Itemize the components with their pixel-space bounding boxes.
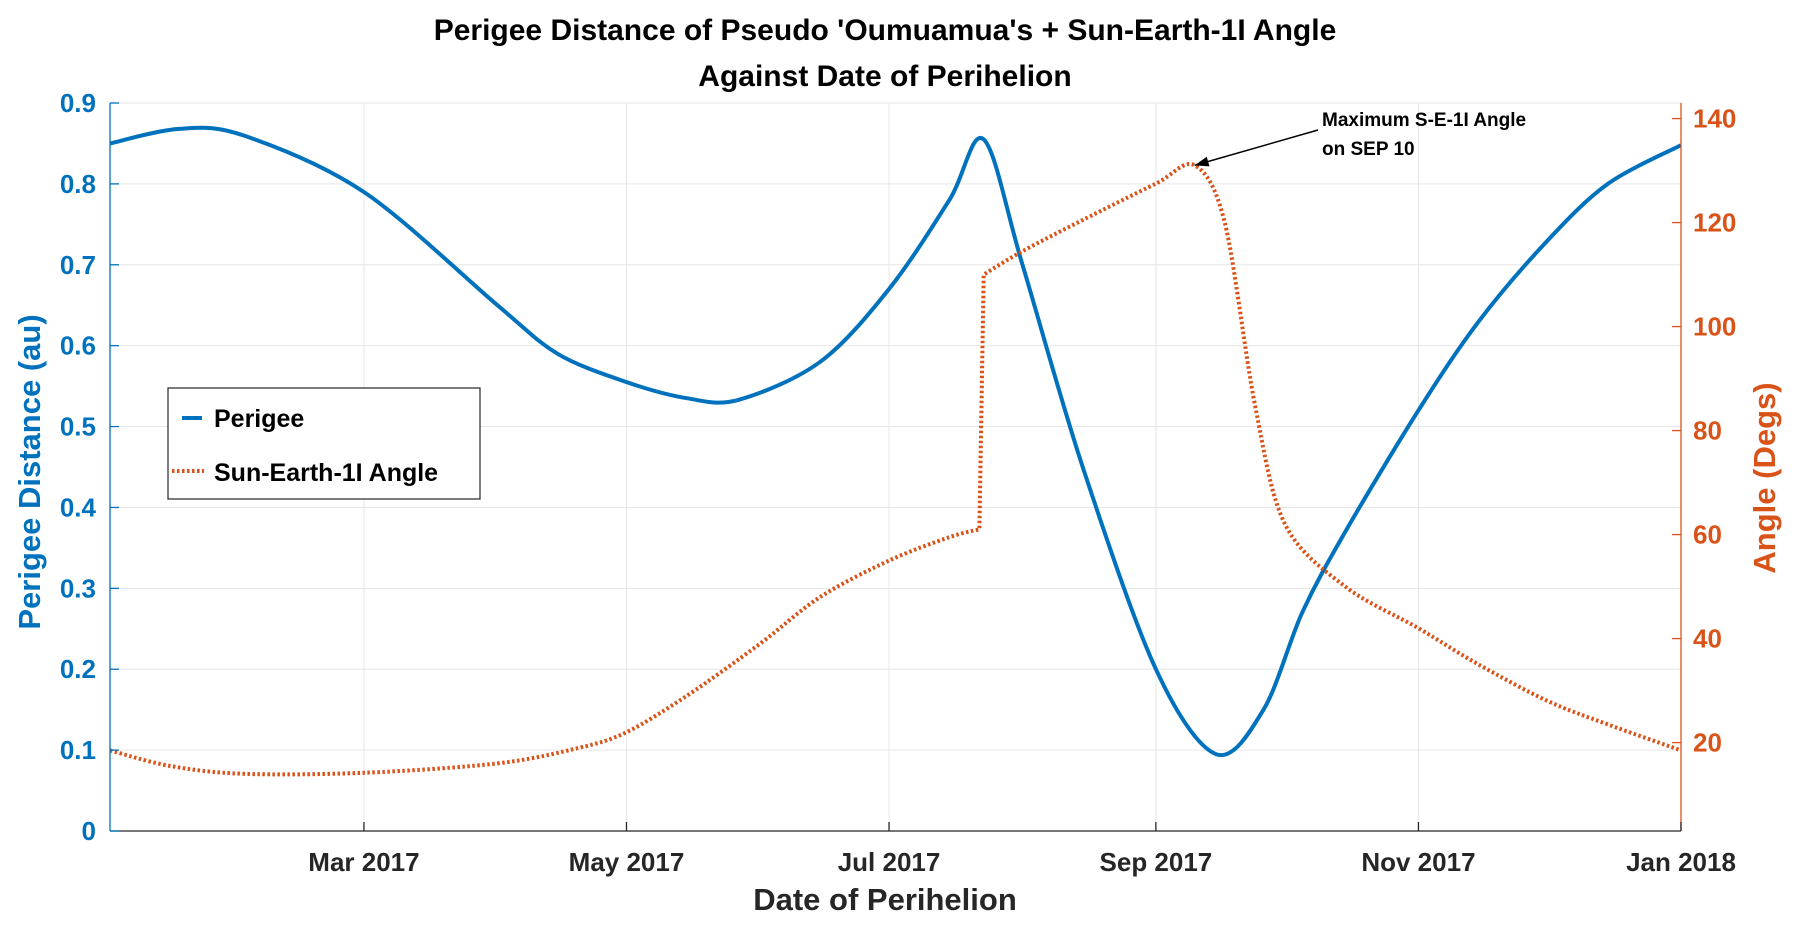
y-tick-left-label: 0.6	[60, 331, 96, 361]
y-tick-left-label: 0	[82, 816, 96, 846]
series-line-angle	[109, 162, 1682, 777]
annotation-text-line-1: Maximum S-E-1I Angle	[1322, 110, 1526, 131]
legend-label-perigee: Perigee	[214, 405, 304, 433]
y-tick-right-label: 40	[1693, 624, 1722, 654]
x-axis-label: Date of Perihelion	[753, 882, 1017, 917]
y-tick-left-label: 0.1	[60, 735, 96, 765]
y-tick-left-label: 0.5	[60, 412, 96, 442]
y-tick-right-label: 60	[1693, 520, 1722, 550]
tick-labels: 0 0.1 0.2 0.3 0.4 0.5 0.6 0.7 0.8 0.9 20 40 60 80 100 1…	[60, 88, 1737, 877]
annotation-arrow	[1194, 129, 1319, 167]
annotation-text-line-2: on SEP 10	[1322, 139, 1415, 160]
annotation: Maximum S-E-1I Angle on SEP 10	[1194, 110, 1526, 167]
y-tick-right-label: 20	[1693, 728, 1722, 758]
y-tick-right-label: 140	[1693, 104, 1736, 134]
legend: Perigee Sun-Earth-1I Angle	[167, 387, 481, 500]
y-axis-left-label: Perigee Distance (au)	[12, 314, 47, 629]
chart-title-line-1: Perigee Distance of Pseudo 'Oumuamua's +…	[434, 14, 1337, 47]
x-tick-label: Sep 2017	[1100, 847, 1213, 877]
y-axis-right-label: Angle (Degs)	[1747, 382, 1782, 573]
y-tick-left-label: 0.3	[60, 573, 96, 603]
y-tick-left-label: 0.2	[60, 654, 96, 684]
series-line-perigee	[109, 125, 1682, 758]
x-tick-label: Jan 2018	[1626, 847, 1736, 877]
x-tick-label: Jul 2017	[838, 847, 941, 877]
x-tick-label: Nov 2017	[1361, 847, 1475, 877]
y-tick-left-label: 0.7	[60, 250, 96, 280]
y-tick-left-label: 0.4	[60, 492, 97, 522]
y-tick-right-label: 80	[1693, 416, 1722, 446]
plot-series	[109, 125, 1682, 777]
chart-title-line-2: Against Date of Perihelion	[698, 60, 1071, 93]
y-tick-left-label: 0.8	[60, 169, 96, 199]
y-tick-left-label: 0.9	[60, 88, 96, 118]
x-tick-label: Mar 2017	[308, 847, 419, 877]
legend-box	[167, 387, 481, 500]
y-tick-right-label: 120	[1693, 208, 1736, 238]
axes	[109, 102, 1682, 832]
y-tick-right-label: 100	[1693, 312, 1736, 342]
legend-label-angle: Sun-Earth-1I Angle	[214, 459, 438, 487]
x-tick-label: May 2017	[569, 847, 685, 877]
annotation-arrowhead	[1194, 156, 1210, 167]
